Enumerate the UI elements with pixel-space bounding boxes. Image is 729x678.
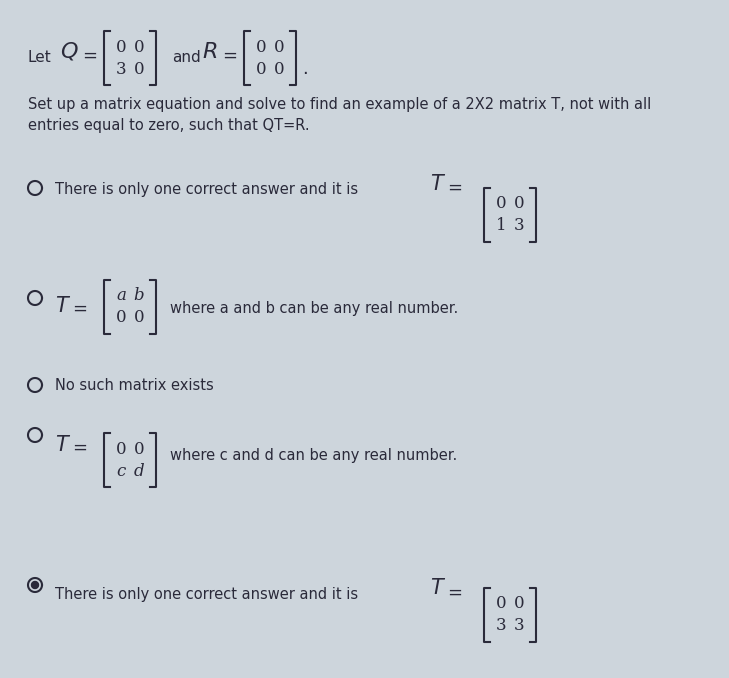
Text: 0: 0: [514, 195, 524, 212]
Text: 0: 0: [133, 39, 144, 56]
Text: There is only one correct answer and it is: There is only one correct answer and it …: [55, 182, 358, 197]
Text: 3: 3: [514, 218, 524, 235]
Text: 0: 0: [133, 309, 144, 327]
Text: b: b: [133, 287, 144, 304]
Text: where c and d can be any real number.: where c and d can be any real number.: [170, 448, 457, 463]
Text: 0: 0: [116, 441, 126, 458]
Text: where a and b can be any real number.: where a and b can be any real number.: [170, 301, 459, 316]
Text: 0: 0: [496, 595, 507, 612]
Text: 1: 1: [496, 218, 507, 235]
Text: =: =: [222, 47, 237, 65]
Text: .: .: [302, 60, 308, 78]
Text: 0: 0: [273, 39, 284, 56]
Text: $\mathit{T}$: $\mathit{T}$: [55, 435, 71, 455]
Polygon shape: [31, 582, 39, 589]
Text: 3: 3: [116, 60, 126, 77]
Text: Set up a matrix equation and solve to find an example of a 2X2 matrix T, not wit: Set up a matrix equation and solve to fi…: [28, 97, 651, 112]
Text: 0: 0: [116, 39, 126, 56]
Text: =: =: [72, 300, 87, 318]
Text: $\mathit{Q}$: $\mathit{Q}$: [60, 41, 79, 63]
Text: $\mathit{R}$: $\mathit{R}$: [202, 41, 217, 63]
Text: 0: 0: [133, 441, 144, 458]
Text: There is only one correct answer and it is: There is only one correct answer and it …: [55, 587, 358, 602]
Text: 0: 0: [256, 60, 266, 77]
Text: 0: 0: [273, 60, 284, 77]
Text: $\mathit{T}$: $\mathit{T}$: [430, 578, 446, 598]
Text: and: and: [172, 50, 200, 65]
Text: entries equal to zero, such that QT=R.: entries equal to zero, such that QT=R.: [28, 118, 310, 133]
Text: a: a: [116, 287, 126, 304]
Text: c: c: [117, 462, 125, 479]
Text: $\mathit{T}$: $\mathit{T}$: [55, 296, 71, 316]
Text: 0: 0: [133, 60, 144, 77]
Text: No such matrix exists: No such matrix exists: [55, 378, 214, 393]
Text: =: =: [447, 179, 462, 197]
Text: $\mathit{T}$: $\mathit{T}$: [430, 174, 446, 194]
Text: 0: 0: [514, 595, 524, 612]
Text: 3: 3: [514, 618, 524, 635]
Text: 0: 0: [256, 39, 266, 56]
Text: =: =: [72, 439, 87, 457]
Text: d: d: [133, 462, 144, 479]
Text: Let: Let: [28, 50, 52, 65]
Text: 0: 0: [496, 195, 507, 212]
Text: 0: 0: [116, 309, 126, 327]
Text: 3: 3: [496, 618, 507, 635]
Text: =: =: [447, 584, 462, 602]
Text: =: =: [82, 47, 97, 65]
